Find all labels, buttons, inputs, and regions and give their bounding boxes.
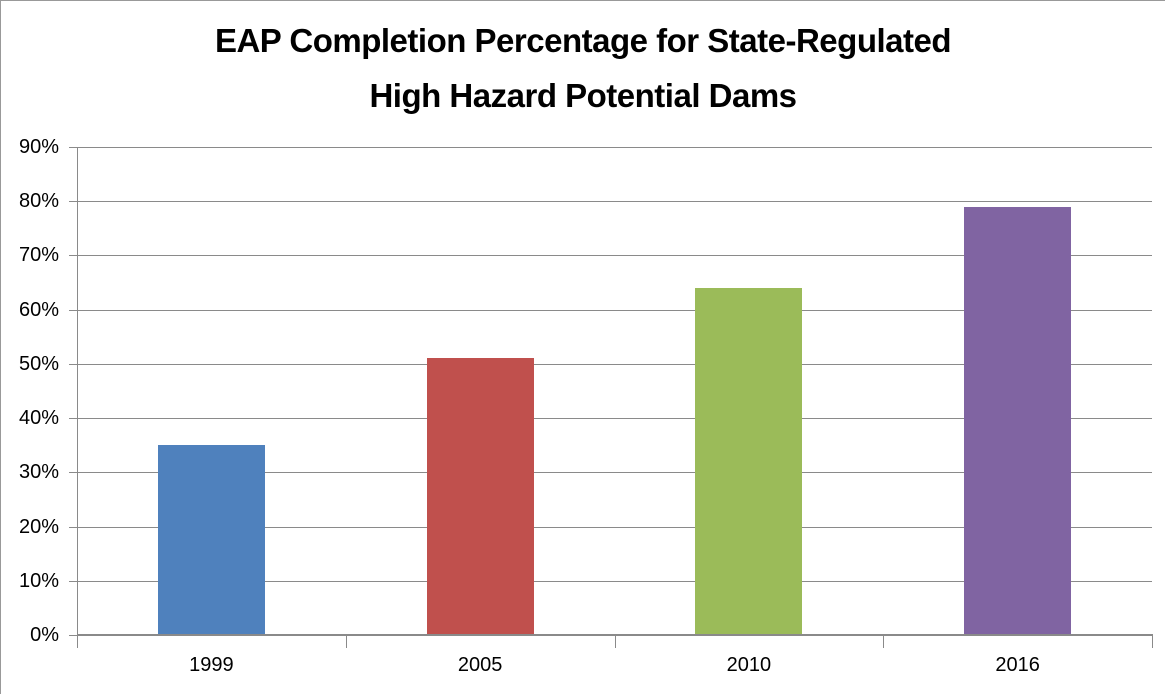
chart-title: EAP Completion Percentage for State-Regu… (1, 13, 1165, 123)
y-tick-label-90: 90% (18, 136, 59, 158)
gridline-80 (69, 201, 1152, 203)
x-axis-tick-0 (77, 634, 78, 648)
y-tick-label-30: 30% (18, 461, 59, 484)
bar-2005 (426, 358, 534, 635)
gridline-90 (69, 147, 1152, 148)
bar-2016 (964, 206, 1072, 635)
chart-title-line-2: High Hazard Potential Dams (369, 77, 797, 114)
y-tick-label-20: 20% (18, 515, 59, 538)
gridline-50 (69, 363, 1152, 365)
chart-title-line-1: EAP Completion Percentage for State-Regu… (214, 22, 952, 59)
x-tick-label-1999: 1999 (189, 654, 234, 676)
x-axis-tick-4 (1152, 634, 1153, 648)
bars-layer (77, 147, 1152, 635)
y-axis-line (77, 147, 78, 635)
x-axis-tick-3 (883, 634, 885, 648)
bar-2010 (695, 287, 803, 635)
plot-area (69, 147, 1153, 648)
y-tick-label-60: 60% (18, 298, 59, 321)
gridline-70 (69, 255, 1152, 257)
y-tick-label-80: 80% (18, 190, 59, 213)
gridline-0 (69, 635, 1152, 636)
bar-1999 (157, 445, 265, 635)
y-tick-label-0: 0% (30, 624, 59, 646)
y-tick-label-70: 70% (18, 244, 59, 267)
x-tick-label-2005: 2005 (457, 654, 503, 676)
x-tick-label-2016: 2016 (995, 654, 1040, 676)
x-tick-label-2010: 2010 (726, 654, 772, 676)
gridline-60 (69, 309, 1152, 311)
x-axis-tick-2 (614, 634, 616, 648)
x-axis-tick-1 (345, 634, 347, 648)
y-tick-label-10: 10% (18, 569, 59, 592)
gridlines-layer (69, 147, 1152, 636)
gridline-40 (69, 418, 1152, 420)
gridline-30 (69, 472, 1152, 474)
y-tick-label-40: 40% (18, 407, 59, 430)
y-tick-label-50: 50% (18, 352, 59, 375)
gridline-10 (69, 580, 1152, 582)
gridline-20 (69, 526, 1152, 528)
